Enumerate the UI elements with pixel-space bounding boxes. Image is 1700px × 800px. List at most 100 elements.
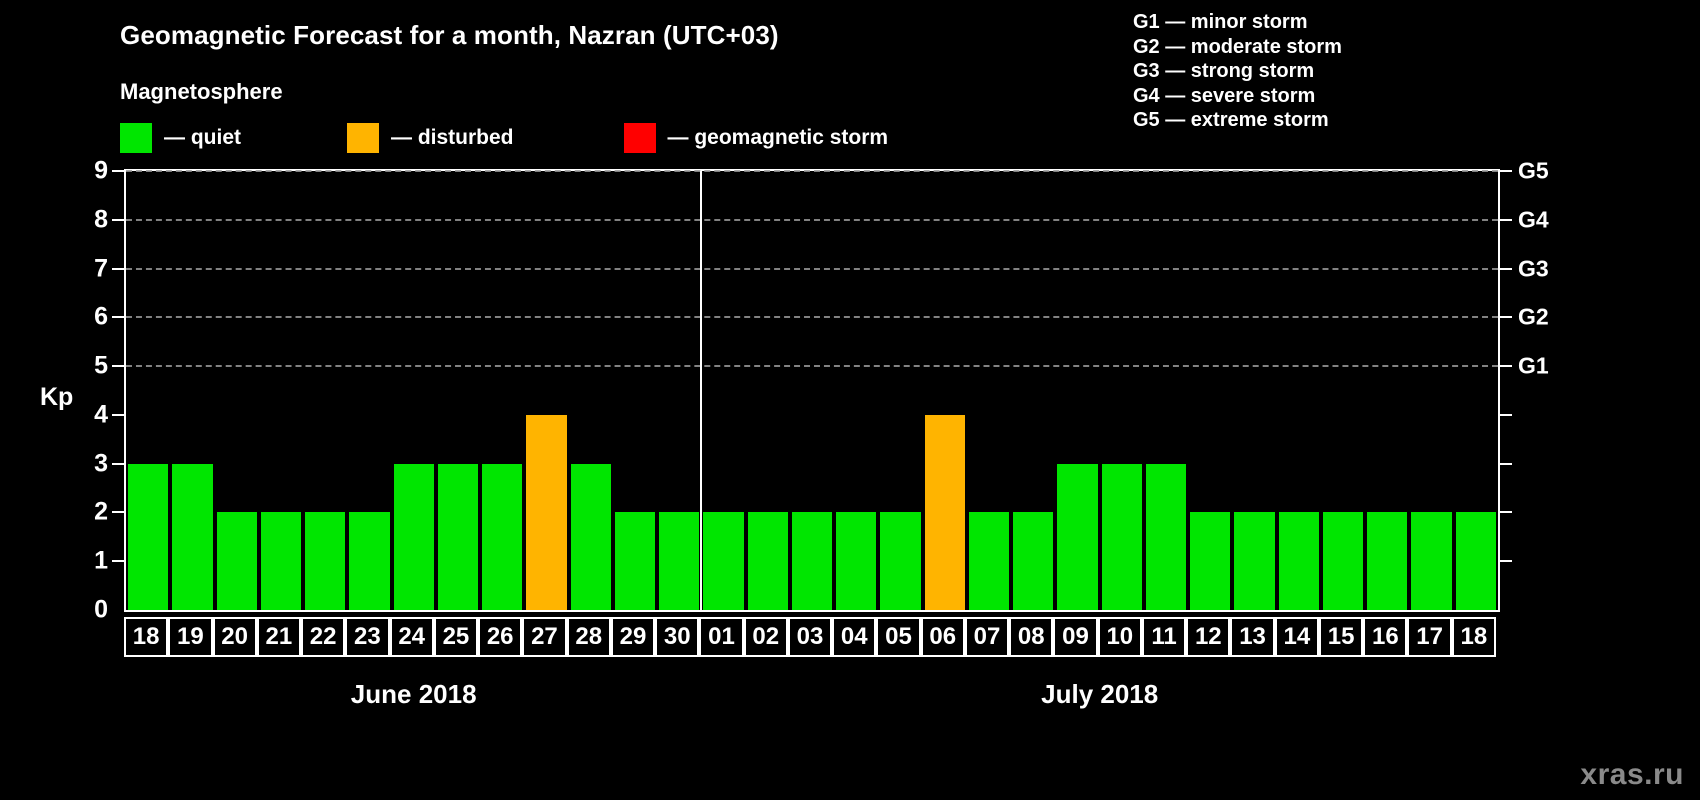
date-cell-july-12[interactable]: 12	[1186, 617, 1231, 657]
date-axis: 18 19 20 21 22 23 24 25 26 27 28 29 30 01 02 03 04 05 06 07…	[124, 617, 1496, 657]
date-cell-july-08[interactable]: 08	[1009, 617, 1054, 657]
legend-label-disturbed: — disturbed	[391, 126, 514, 149]
gridline-kp7	[126, 267, 1498, 270]
bar-june-27[interactable]	[526, 414, 567, 610]
bar-june-23[interactable]	[349, 512, 390, 610]
bar-june-26[interactable]	[482, 463, 523, 610]
bar-july-15[interactable]	[1322, 512, 1364, 610]
date-cell-july-16[interactable]: 16	[1363, 617, 1408, 657]
date-cell-july-05[interactable]: 05	[876, 617, 921, 657]
bar-july-14[interactable]	[1278, 512, 1319, 610]
y-tick-mark-8	[112, 218, 124, 221]
bar-july-05[interactable]	[880, 512, 921, 610]
bar-july-09[interactable]	[1057, 463, 1098, 610]
gscale-line-1: G1 — minor storm	[1133, 11, 1308, 33]
date-cell-june-20[interactable]: 20	[212, 617, 257, 657]
bar-july-02[interactable]	[747, 512, 788, 610]
y-tick-mark-3	[112, 462, 124, 465]
date-cell-july-17[interactable]: 17	[1407, 617, 1452, 657]
gscale-line-4: G4 — severe storm	[1133, 84, 1316, 107]
y-tick-mark-4	[112, 413, 124, 416]
g-tick-mark-kp7	[1500, 267, 1512, 270]
date-cell-july-10[interactable]: 10	[1097, 617, 1142, 657]
y-tick-label-4: 4	[94, 400, 108, 429]
date-cell-july-11[interactable]: 11	[1141, 617, 1187, 657]
month-label-july: July 2018	[1041, 679, 1159, 709]
legend-item-storm: — geomagnetic storm	[623, 122, 889, 154]
date-cell-june-28[interactable]: 28	[566, 617, 611, 657]
y-tick-mark-1	[112, 560, 124, 563]
gridline-kp9	[126, 170, 1498, 172]
y-tick-mark-7	[112, 267, 124, 270]
date-cell-july-06[interactable]: 06	[920, 617, 965, 657]
gscale-line-2: G2 — moderate storm	[1133, 35, 1342, 58]
bar-june-21[interactable]	[260, 512, 302, 610]
date-cell-june-29[interactable]: 29	[610, 617, 656, 657]
legend-label-storm: — geomagnetic storm	[667, 126, 889, 149]
bar-july-04[interactable]	[836, 512, 877, 610]
y-tick-label-1: 1	[94, 546, 108, 575]
bar-june-25[interactable]	[437, 463, 479, 610]
date-cell-july-13[interactable]: 13	[1230, 617, 1275, 657]
bar-july-11[interactable]	[1145, 463, 1187, 610]
date-cell-june-19[interactable]: 19	[168, 617, 213, 657]
date-cell-july-03[interactable]: 03	[787, 617, 833, 657]
y-tick-label-6: 6	[94, 302, 108, 331]
g-tick-mark-kp9	[1500, 170, 1512, 172]
y-tick-mark-6	[112, 316, 124, 319]
bar-july-03[interactable]	[791, 512, 833, 610]
legend-swatch-storm-icon	[623, 123, 656, 153]
month-divider	[700, 171, 703, 610]
bar-july-18[interactable]	[1455, 512, 1496, 610]
date-cell-june-27[interactable]: 27	[522, 617, 567, 657]
bar-june-28[interactable]	[570, 463, 611, 610]
bar-july-06[interactable]	[924, 414, 965, 610]
bar-july-08[interactable]	[1013, 512, 1054, 610]
date-cell-june-26[interactable]: 26	[478, 617, 523, 657]
bar-july-07[interactable]	[968, 512, 1010, 610]
date-cell-june-25[interactable]: 25	[433, 617, 479, 657]
bar-june-19[interactable]	[172, 463, 213, 610]
bar-june-22[interactable]	[305, 512, 346, 610]
bar-june-20[interactable]	[216, 512, 257, 610]
bar-july-01[interactable]	[703, 512, 744, 610]
y-tick-label-7: 7	[94, 254, 108, 283]
date-cell-july-07[interactable]: 07	[964, 617, 1010, 657]
gridline-kp5	[126, 365, 1498, 368]
bar-july-13[interactable]	[1234, 512, 1275, 610]
bar-june-18[interactable]	[128, 463, 169, 610]
bar-july-17[interactable]	[1411, 512, 1452, 610]
bar-july-10[interactable]	[1101, 463, 1142, 610]
date-cell-june-18[interactable]: 18	[124, 617, 169, 657]
plot-area	[124, 169, 1500, 612]
date-cell-june-21[interactable]: 21	[256, 617, 302, 657]
gscale-legend: G1 — minor storm G2 — moderate storm G3 — …	[1133, 10, 1342, 133]
date-cell-june-23[interactable]: 23	[345, 617, 390, 657]
date-cell-june-24[interactable]: 24	[389, 617, 434, 657]
date-cell-july-18[interactable]: 18	[1451, 617, 1496, 657]
bar-june-24[interactable]	[393, 463, 434, 610]
date-cell-june-22[interactable]: 22	[301, 617, 346, 657]
date-cell-july-15[interactable]: 15	[1318, 617, 1364, 657]
gscale-line-3: G3 — strong storm	[1133, 60, 1315, 82]
y-tick-mark-2	[112, 511, 124, 514]
month-label-june: June 2018	[350, 679, 477, 709]
g-tick-mark-kp3	[1500, 462, 1512, 465]
bar-june-30[interactable]	[659, 512, 700, 610]
date-cell-july-02[interactable]: 02	[743, 617, 788, 657]
g-tick-label-G2: G2	[1518, 303, 1549, 330]
date-cell-july-01[interactable]: 01	[699, 617, 744, 657]
g-tick-mark-kp2	[1500, 511, 1512, 514]
y-axis-label: Kp	[40, 383, 74, 411]
bar-june-29[interactable]	[614, 512, 656, 610]
page-title: Geomagnetic Forecast for a month, Nazran…	[120, 20, 779, 50]
bar-july-16[interactable]	[1367, 512, 1408, 610]
y-tick-label-0: 0	[94, 595, 108, 624]
date-cell-june-30[interactable]: 30	[655, 617, 700, 657]
date-cell-july-09[interactable]: 09	[1053, 617, 1098, 657]
bar-july-12[interactable]	[1190, 512, 1231, 610]
g-tick-label-G3: G3	[1518, 255, 1549, 282]
date-cell-july-14[interactable]: 14	[1274, 617, 1319, 657]
date-cell-july-04[interactable]: 04	[832, 617, 877, 657]
